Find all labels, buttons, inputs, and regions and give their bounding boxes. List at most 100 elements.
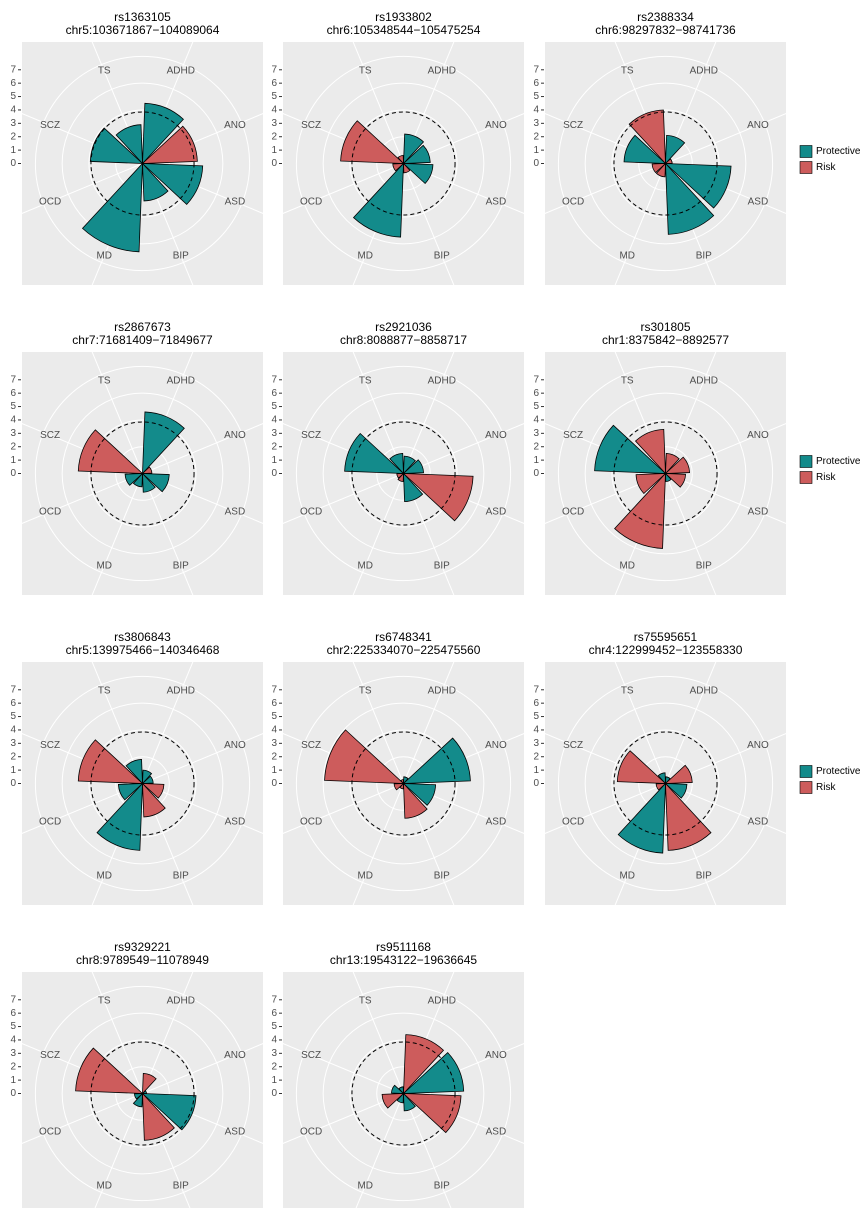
y-tick-label: 7 [10, 684, 16, 695]
reference-circle [613, 421, 718, 526]
chart-title: rs2921036 [375, 320, 432, 334]
bar [655, 783, 667, 791]
reference-circle [90, 421, 195, 526]
grid-circle [376, 446, 431, 501]
panel: ADHD ANO ASD BIP MD OCD SCZ TS 0 1 2 3 4 5 6 7 rs2921036… [271, 320, 524, 595]
grid-circle [557, 675, 774, 892]
category-label: BIP [434, 561, 450, 572]
bar [324, 729, 405, 784]
category-label: ADHD [690, 66, 718, 77]
chart-title: rs6748341 [375, 630, 432, 644]
spoke [142, 423, 263, 474]
bar [664, 473, 686, 488]
y-tick-label: 0 [10, 468, 16, 479]
y-tick-label: 3 [271, 118, 277, 129]
y-tick-label: 2 [10, 131, 16, 142]
y-tick-label: 1 [533, 455, 539, 466]
category-label: SCZ [40, 1050, 60, 1061]
chart-title: rs9329221 [114, 940, 171, 954]
chart-subtitle: chr8:9789549−11078949 [76, 953, 209, 967]
grid-circle [376, 756, 431, 811]
grid-circle [349, 419, 458, 528]
grid-circle [638, 446, 693, 501]
y-tick-label: 5 [271, 91, 277, 102]
spoke [22, 1093, 143, 1144]
category-label: MD [96, 251, 112, 262]
reference-circle [90, 111, 195, 216]
y-tick-label: 2 [271, 131, 277, 142]
spoke [352, 42, 404, 164]
bar [89, 127, 144, 164]
y-tick-label: 7 [271, 994, 277, 1005]
y-tick-label: 2 [533, 751, 539, 762]
reference-circle [351, 731, 456, 836]
category-label: ADHD [167, 376, 195, 387]
category-label: ANO [224, 120, 246, 131]
y-tick-label: 1 [10, 1075, 16, 1086]
y-tick-label: 2 [10, 441, 16, 452]
category-label: OCD [39, 816, 61, 827]
category-label: SCZ [301, 740, 321, 751]
spoke [545, 783, 666, 834]
bar [402, 144, 431, 164]
grid-circle [611, 109, 720, 218]
y-tick-label: 3 [10, 738, 16, 749]
spoke [403, 1093, 452, 1208]
bar [616, 750, 667, 784]
bar [398, 1086, 404, 1095]
bar [125, 759, 143, 785]
category-label: ADHD [428, 376, 456, 387]
y-tick-label: 4 [271, 1035, 277, 1046]
grid-circle [115, 446, 170, 501]
chart-subtitle: chr6:105348544−105475254 [327, 23, 481, 37]
y-tick-label: 4 [10, 725, 16, 736]
y-tick-label: 1 [10, 145, 16, 156]
category-label: BIP [434, 1181, 450, 1192]
grid-circle [34, 675, 251, 892]
y-tick-label: 5 [10, 1021, 16, 1032]
bar [142, 1073, 157, 1095]
y-tick-label: 7 [271, 684, 277, 695]
legend-key [799, 765, 813, 778]
y-tick-label: 5 [271, 401, 277, 412]
spoke [403, 163, 524, 214]
y-tick-label: 4 [271, 415, 277, 426]
bar [665, 776, 671, 785]
y-tick-label: 5 [271, 1021, 277, 1032]
spoke [403, 473, 455, 595]
grid-circle [88, 1039, 197, 1148]
category-label: ASD [486, 196, 507, 207]
category-label: ANO [224, 740, 246, 751]
y-tick-label: 1 [10, 765, 16, 776]
category-label: MD [619, 251, 635, 262]
y-tick-label: 0 [533, 468, 539, 479]
category-label: ASD [225, 506, 246, 517]
plot-area [22, 352, 263, 595]
grid-circle [295, 365, 512, 582]
category-label: BIP [173, 561, 189, 572]
legend-label: Risk [816, 782, 836, 793]
category-label: ANO [485, 1050, 507, 1061]
y-tick-label: 7 [271, 374, 277, 385]
y-tick-label: 6 [271, 1008, 277, 1019]
category-label: TS [621, 376, 634, 387]
spoke [142, 733, 263, 784]
category-label: ASD [748, 506, 769, 517]
chart-subtitle: chr5:139975466−140346468 [66, 643, 220, 657]
grid-circle [61, 702, 224, 865]
spoke [665, 783, 786, 834]
y-tick-label: 4 [10, 1035, 16, 1046]
chart-title: rs2388334 [637, 10, 694, 24]
grid-circle [349, 109, 458, 218]
category-label: SCZ [301, 1050, 321, 1061]
bar [77, 429, 144, 474]
spoke [352, 473, 404, 595]
grid-circle [584, 82, 747, 245]
y-tick-label: 7 [533, 64, 539, 75]
bar [403, 1034, 445, 1095]
bar [141, 163, 204, 205]
bar [617, 782, 666, 854]
spoke [91, 473, 143, 595]
y-tick-label: 5 [10, 91, 16, 102]
spoke [22, 473, 143, 524]
